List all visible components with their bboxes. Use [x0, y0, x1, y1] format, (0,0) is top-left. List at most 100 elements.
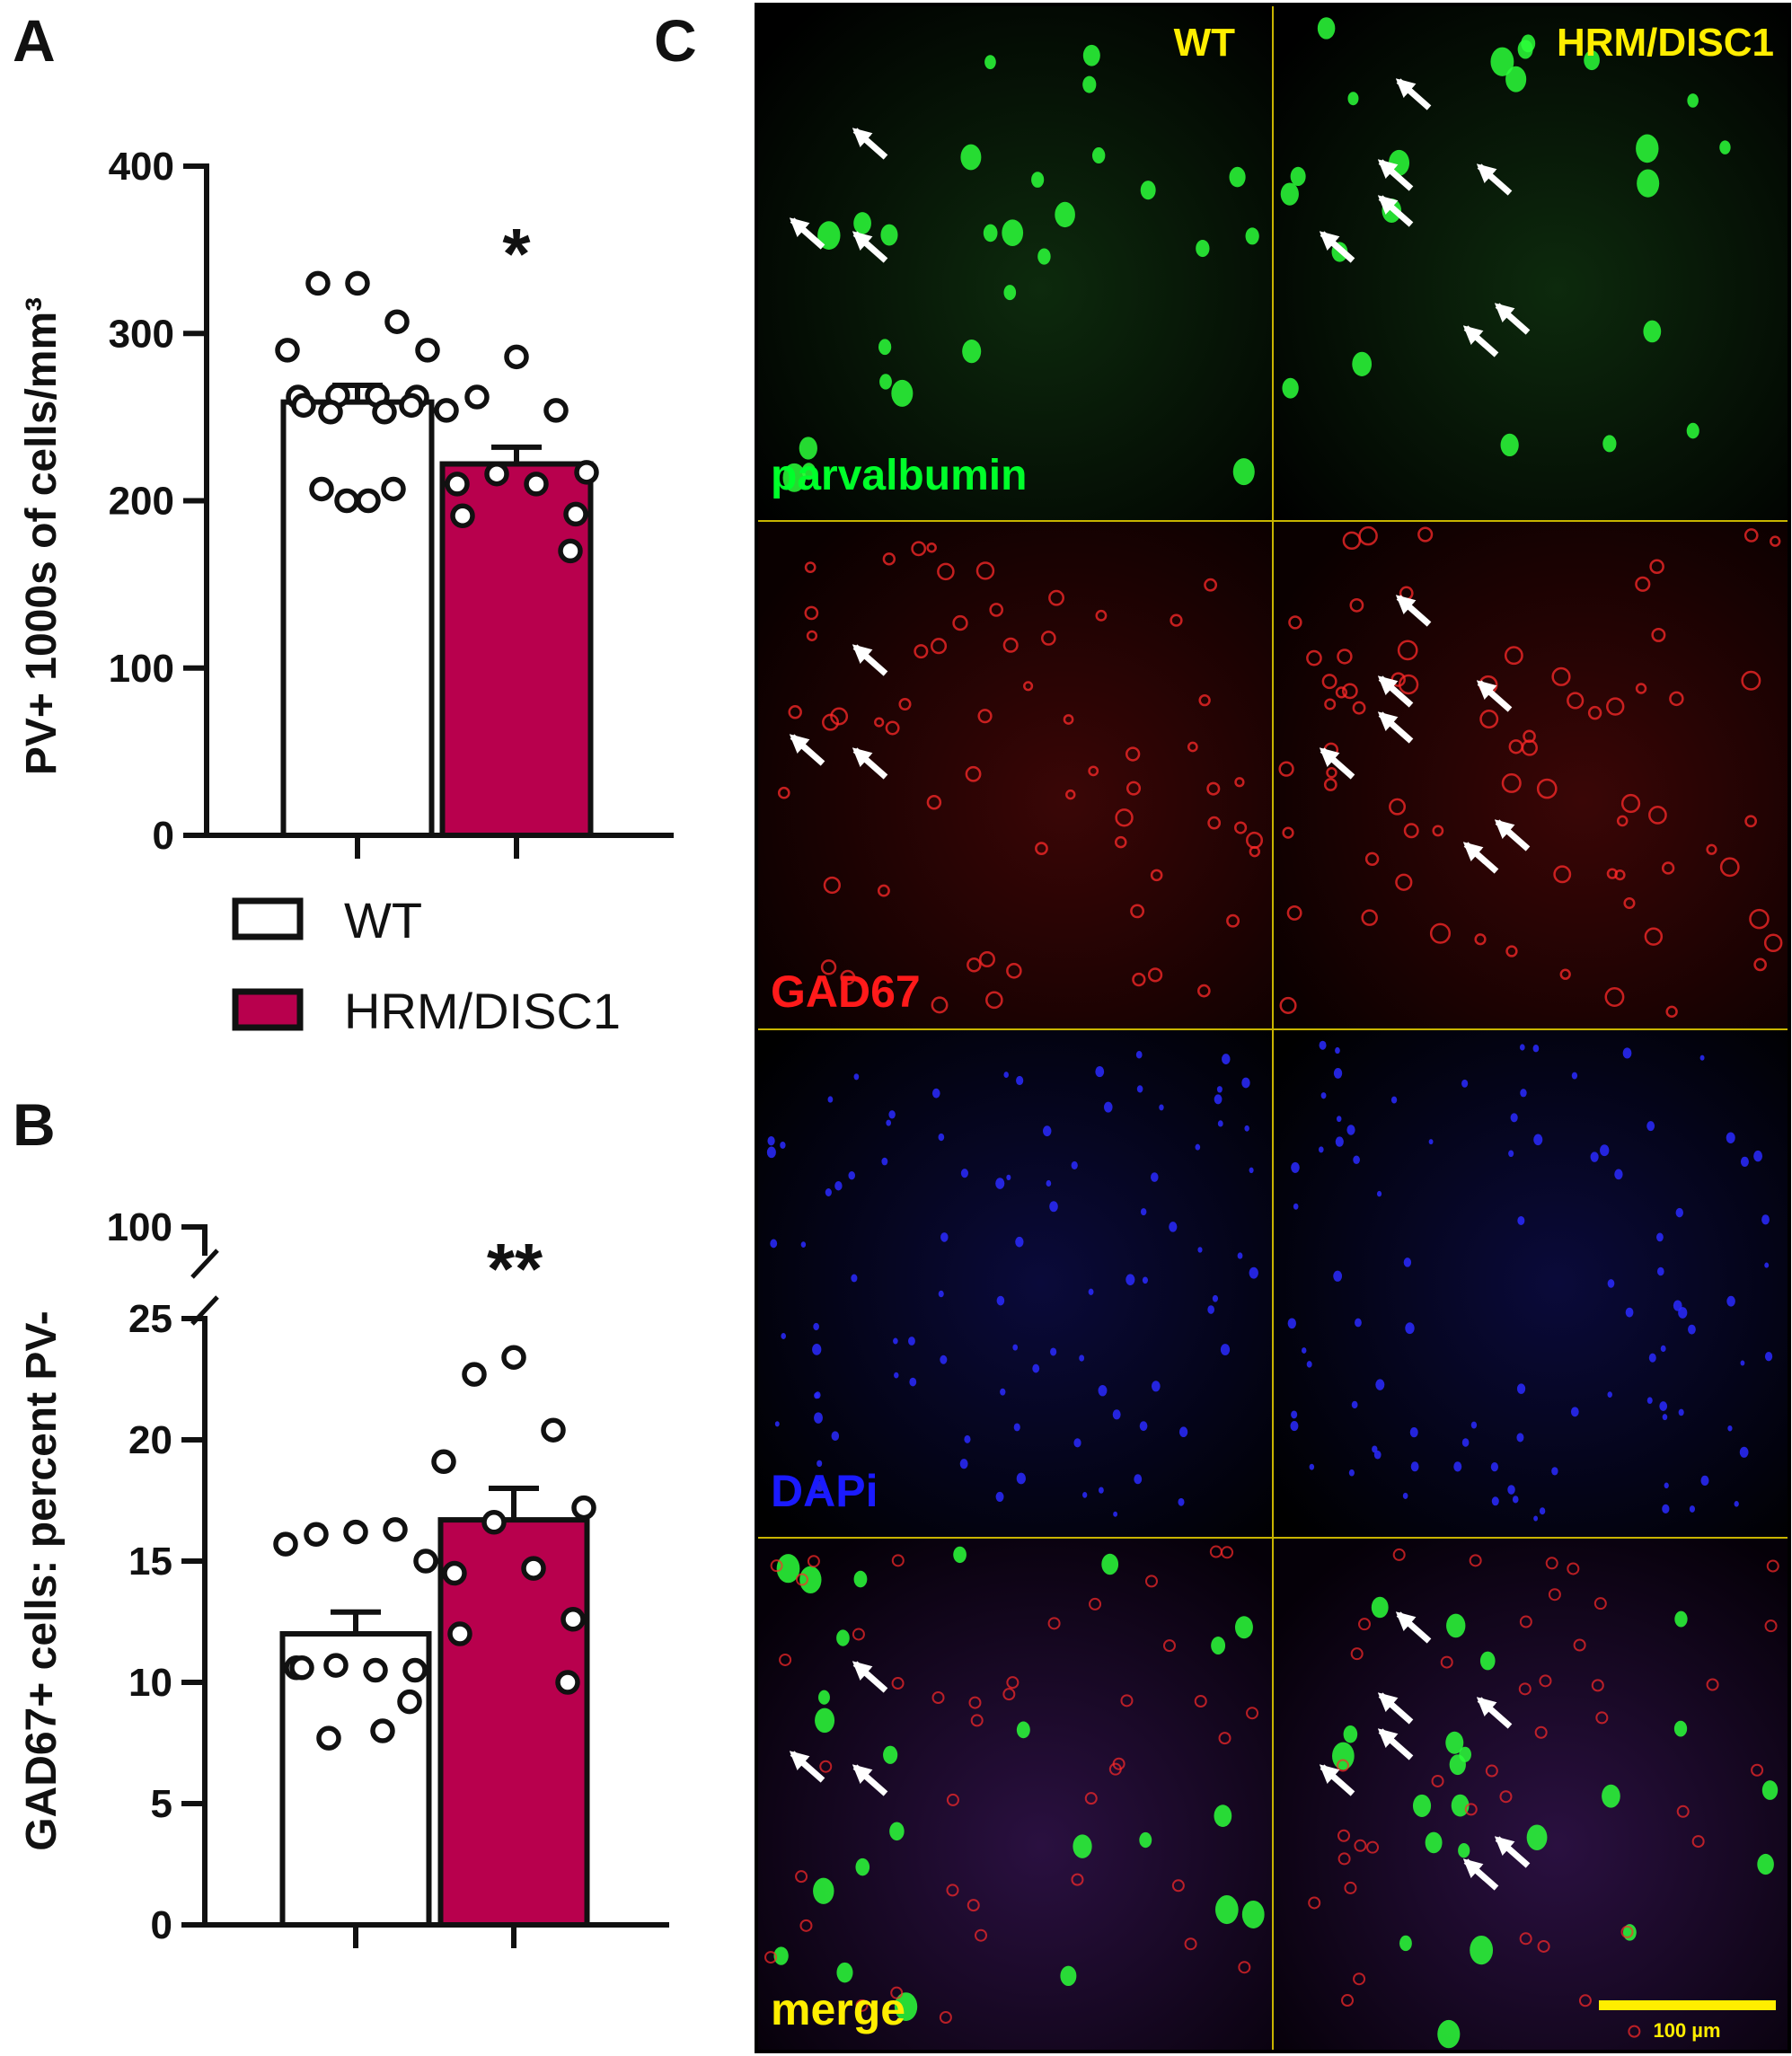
cell-mark [1212, 1294, 1219, 1302]
cell-mark [836, 1629, 850, 1646]
cell-mark [1636, 134, 1659, 163]
cell-mark [1308, 1896, 1321, 1910]
y-tick-label-a: 0 [153, 814, 174, 858]
data-point-b [316, 1725, 341, 1751]
arrow-marker [852, 1661, 888, 1693]
cell-mark [831, 1431, 840, 1442]
cell-mark [1665, 1005, 1678, 1019]
cell-mark [1587, 705, 1602, 720]
cell-mark [776, 1554, 800, 1584]
cell-mark [1309, 1463, 1315, 1470]
cell-mark [1662, 1504, 1670, 1514]
cell-mark [1464, 1803, 1478, 1816]
cell-mark [1553, 865, 1572, 884]
data-point-a [434, 398, 459, 423]
y-tick-label-b: 10 [128, 1661, 172, 1705]
cell-mark [1491, 1496, 1499, 1506]
cell-mark [1238, 1961, 1251, 1974]
cell-mark [1006, 963, 1022, 979]
cell-mark [1103, 1101, 1113, 1113]
cell-mark [1134, 1474, 1143, 1485]
cell-mark [1490, 1462, 1499, 1472]
cell-mark [795, 1573, 808, 1586]
cell-mark [1194, 1695, 1207, 1708]
y-tick-label-b: 100 [107, 1205, 172, 1249]
cell-mark [1204, 578, 1218, 592]
cell-mark [995, 1491, 1004, 1502]
cell-mark [1607, 1391, 1612, 1398]
cell-mark [1280, 182, 1299, 206]
cell-mark [1743, 528, 1759, 543]
cell-mark [804, 561, 817, 574]
cell-mark [1333, 1068, 1343, 1079]
arrow-marker [1395, 595, 1432, 627]
cell-mark [1214, 1094, 1223, 1105]
cell-mark [1516, 1433, 1524, 1443]
arrow-marker [1476, 1697, 1513, 1729]
cell-mark [1335, 1046, 1340, 1054]
arrow-marker [1395, 78, 1432, 110]
cell-mark [1432, 825, 1444, 837]
panel-label-b: B [13, 1091, 56, 1158]
cell-mark [1234, 821, 1248, 834]
cell-mark [1431, 1774, 1444, 1787]
cell-mark [1606, 697, 1625, 716]
cell-mark [1437, 2019, 1461, 2049]
cell-mark [962, 339, 982, 364]
cell-mark [1739, 1446, 1749, 1458]
cell-mark [815, 1707, 835, 1734]
cell-mark [1216, 1086, 1223, 1093]
cell-mark [1147, 967, 1163, 983]
arrow-marker [852, 747, 888, 780]
arrow-marker [1494, 819, 1531, 852]
cell-mark [1206, 781, 1221, 796]
arrow-marker [1462, 325, 1499, 357]
cell-mark [975, 561, 995, 580]
cell-mark [1591, 1679, 1604, 1692]
cell-mark [1373, 1450, 1382, 1460]
cell-mark [1751, 1763, 1764, 1777]
cell-mark [1282, 377, 1299, 399]
cell-mark [931, 1088, 940, 1099]
cell-mark [989, 603, 1004, 617]
cell-mark [1088, 765, 1099, 777]
y-tick-label-b: 25 [128, 1297, 172, 1341]
y-tick-label-b: 5 [151, 1782, 172, 1826]
arrow-marker [1462, 1858, 1499, 1891]
cell-mark [970, 1714, 984, 1727]
data-point-b [442, 1560, 467, 1586]
cell-mark [1115, 808, 1134, 827]
cell-mark [1354, 1839, 1367, 1852]
cell-mark [1126, 781, 1142, 796]
cell-mark [1071, 1160, 1078, 1169]
cell-mark [1567, 1562, 1580, 1575]
cell-mark [1159, 1104, 1164, 1111]
cell-mark [1499, 1790, 1513, 1804]
cell-mark [1428, 1139, 1434, 1145]
cell-mark [1651, 627, 1666, 642]
cell-mark [931, 996, 949, 1014]
cell-mark [1485, 1764, 1498, 1778]
cell-mark [1490, 47, 1514, 76]
cell-mark [1326, 766, 1337, 779]
cell-mark [1142, 1276, 1148, 1284]
y-tick-label-b: 20 [128, 1418, 172, 1462]
chart-a: 0 100 200 300 400 PV+ 1000s of cells/mm³ * [18, 145, 674, 859]
cell-mark [1571, 1072, 1578, 1080]
arrow-marker [1319, 1764, 1355, 1796]
cell-mark [881, 1157, 888, 1166]
cell-mark [853, 212, 871, 234]
data-point-a [450, 503, 475, 529]
cell-mark [1353, 1155, 1360, 1165]
y-tick-label-a: 100 [109, 647, 174, 691]
cell-mark [1398, 674, 1419, 695]
cell-mark [1306, 1361, 1312, 1368]
cell-mark [1551, 666, 1571, 686]
cell-mark [1620, 793, 1641, 814]
cell-mark [1763, 933, 1783, 952]
data-point-a [334, 488, 359, 514]
cell-mark [1648, 806, 1667, 825]
cell-mark [815, 1391, 821, 1399]
data-point-a [381, 476, 406, 502]
cell-mark [770, 1239, 778, 1249]
